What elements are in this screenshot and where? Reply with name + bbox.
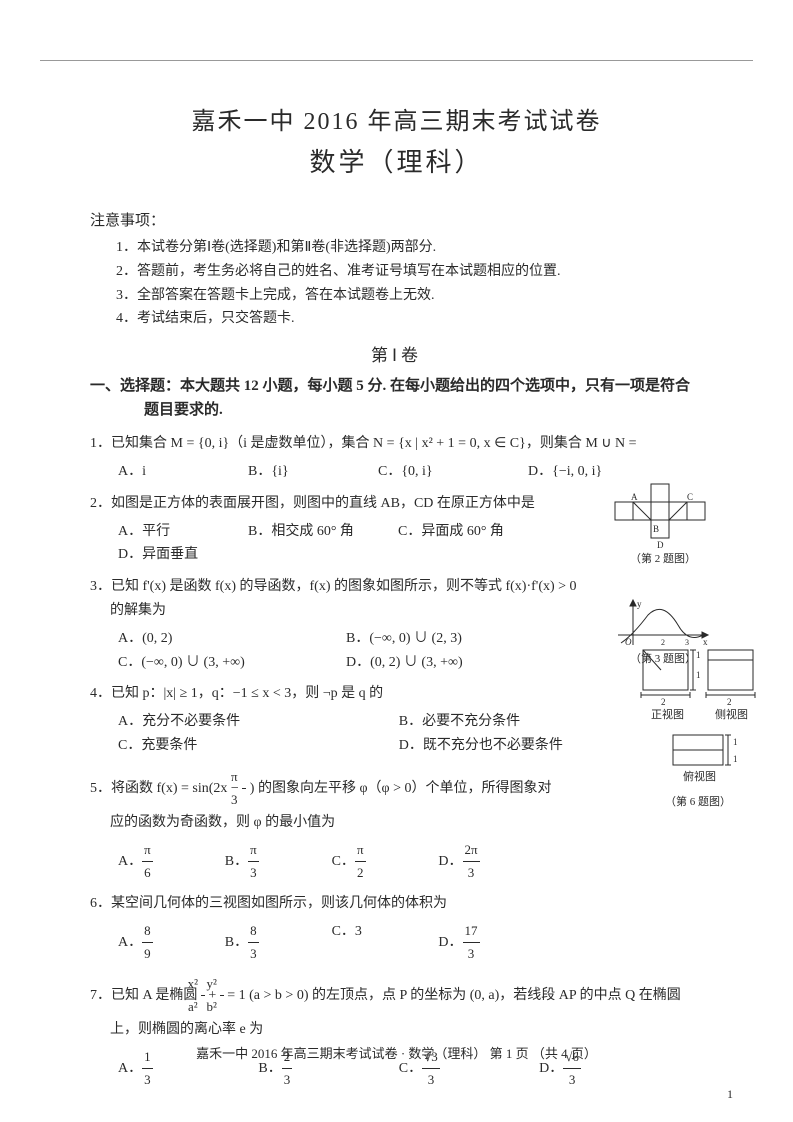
svg-text:O: O [625, 637, 632, 647]
svg-text:正视图: 正视图 [651, 707, 684, 721]
q3-option-d: D．(0, 2) ∪ (3, +∞) [346, 651, 574, 675]
svg-text:1: 1 [696, 650, 701, 660]
notice-item: 1．本试卷分第Ⅰ卷(选择题)和第Ⅱ卷(非选择题)两部分. [116, 236, 703, 260]
svg-text:2: 2 [727, 697, 732, 707]
q6-option-a: A．89 [118, 920, 225, 965]
q6-option-b: B．83 [225, 920, 332, 965]
q2-option-c: C．异面成 60° 角 [398, 520, 538, 544]
question-5: 5．将函数 f(x) = sin(2x − π3 ) 的图象向左平移 φ（φ >… [90, 766, 703, 884]
sub-title: 数学（理科） [40, 142, 753, 179]
question-3: 3．已知 f'(x) 是函数 f(x) 的导函数，f(x) 的图象如图所示，则不… [90, 575, 703, 674]
q1-option-b: B．{i} [248, 460, 368, 484]
question-6: 6．某空间几何体的三视图如图所示，则该几何体的体积为 A．89 B．83 C．3… [90, 892, 703, 965]
q5-stem: 5．将函数 f(x) = sin(2x − π3 ) 的图象向左平移 φ（φ >… [90, 766, 563, 835]
q6-option-d: D．173 [438, 920, 545, 965]
q3-option-b: B．(−∞, 0) ∪ (2, 3) [346, 627, 574, 651]
q1-stem: 1．已知集合 M = {0, i}（i 是虚数单位），集合 N = {x | x… [90, 432, 703, 456]
q2-option-b: B．相交成 60° 角 [248, 520, 388, 544]
svg-text:C: C [687, 492, 693, 502]
section-1-instruction: 一、选择题：本大题共 12 小题，每小题 5 分. 在每小题给出的四个选项中，只… [90, 374, 703, 422]
notice-item: 3．全部答案在答题卡上完成，答在本试题卷上无效. [116, 284, 703, 308]
exam-page: 嘉禾一中 2016 年高三期末考试试卷 数学（理科） 注意事项： 1．本试卷分第… [40, 60, 753, 1091]
section-1-title: 第Ⅰ卷 [90, 341, 703, 366]
question-7: 7．已知 A 是椭圆 x²a² + y²b² = 1 (a > b > 0) 的… [90, 973, 703, 1091]
q2-figure: A B C D （第 2 题图） [613, 480, 713, 569]
q6-fig-label: （第 6 题图） [633, 793, 763, 809]
svg-text:1: 1 [733, 737, 738, 747]
q6-three-views: 2 2 1 1 1 1 正视图 侧视图 俯视图 （第 6 题图） [633, 640, 763, 809]
svg-text:D: D [657, 540, 664, 550]
q7-stem: 7．已知 A 是椭圆 x²a² + y²b² = 1 (a > b > 0) 的… [90, 973, 703, 1042]
q2-fig-label: （第 2 题图） [630, 553, 696, 565]
q1-option-c: C．{0, i} [378, 460, 518, 484]
q3-option-c: C．(−∞, 0) ∪ (3, +∞) [118, 651, 346, 675]
main-title: 嘉禾一中 2016 年高三期末考试试卷 [40, 101, 753, 136]
svg-text:俯视图: 俯视图 [683, 769, 716, 783]
q4-option-c: C．充要条件 [118, 734, 399, 758]
page-number: 1 [727, 1087, 733, 1102]
svg-text:A: A [631, 492, 638, 502]
q1-option-a: A．i [118, 460, 238, 484]
svg-text:1: 1 [696, 670, 701, 680]
question-1: 1．已知集合 M = {0, i}（i 是虚数单位），集合 N = {x | x… [90, 432, 703, 484]
svg-text:y: y [637, 599, 642, 609]
question-4: 4．已知 p：|x| ≥ 1，q：−1 ≤ x < 3，则 ¬p 是 q 的 A… [90, 682, 703, 757]
svg-text:1: 1 [733, 754, 738, 764]
q5-option-b: B．π3 [225, 839, 332, 884]
page-footer: 嘉禾一中 2016 年高三期末考试试卷 · 数学（理科） 第 1 页 （共 4 … [0, 1043, 793, 1062]
svg-text:B: B [653, 524, 659, 534]
q2-option-d: D．异面垂直 [118, 543, 238, 567]
q5-option-d: D．2π3 [438, 839, 545, 884]
notice-item: 4．考试结束后，只交答题卡. [116, 307, 703, 331]
svg-text:2: 2 [661, 697, 666, 707]
notice-heading: 注意事项： [90, 209, 703, 230]
q5-option-a: A．π6 [118, 839, 225, 884]
notice-list: 1．本试卷分第Ⅰ卷(选择题)和第Ⅱ卷(非选择题)两部分. 2．答题前，考生务必将… [90, 236, 703, 331]
q4-option-a: A．充分不必要条件 [118, 710, 399, 734]
q2-stem: 2．如图是正方体的表面展开图，则图中的直线 AB，CD 在原正方体中是 [90, 492, 593, 516]
q4-stem: 4．已知 p：|x| ≥ 1，q：−1 ≤ x < 3，则 ¬p 是 q 的 [90, 682, 703, 706]
svg-text:侧视图: 侧视图 [715, 707, 748, 721]
q3-option-a: A．(0, 2) [118, 627, 346, 651]
notice-item: 2．答题前，考生务必将自己的姓名、准考证号填写在本试题相应的位置. [116, 260, 703, 284]
question-2: 2．如图是正方体的表面展开图，则图中的直线 AB，CD 在原正方体中是 A．平行… [90, 492, 703, 567]
q2-option-a: A．平行 [118, 520, 238, 544]
q6-stem: 6．某空间几何体的三视图如图所示，则该几何体的体积为 [90, 892, 563, 916]
q3-stem: 3．已知 f'(x) 是函数 f(x) 的导函数，f(x) 的图象如图所示，则不… [90, 575, 593, 623]
q5-option-c: C．π2 [332, 839, 439, 884]
content-area: 注意事项： 1．本试卷分第Ⅰ卷(选择题)和第Ⅱ卷(非选择题)两部分. 2．答题前… [40, 209, 753, 1091]
q6-option-c: C．3 [332, 920, 439, 965]
